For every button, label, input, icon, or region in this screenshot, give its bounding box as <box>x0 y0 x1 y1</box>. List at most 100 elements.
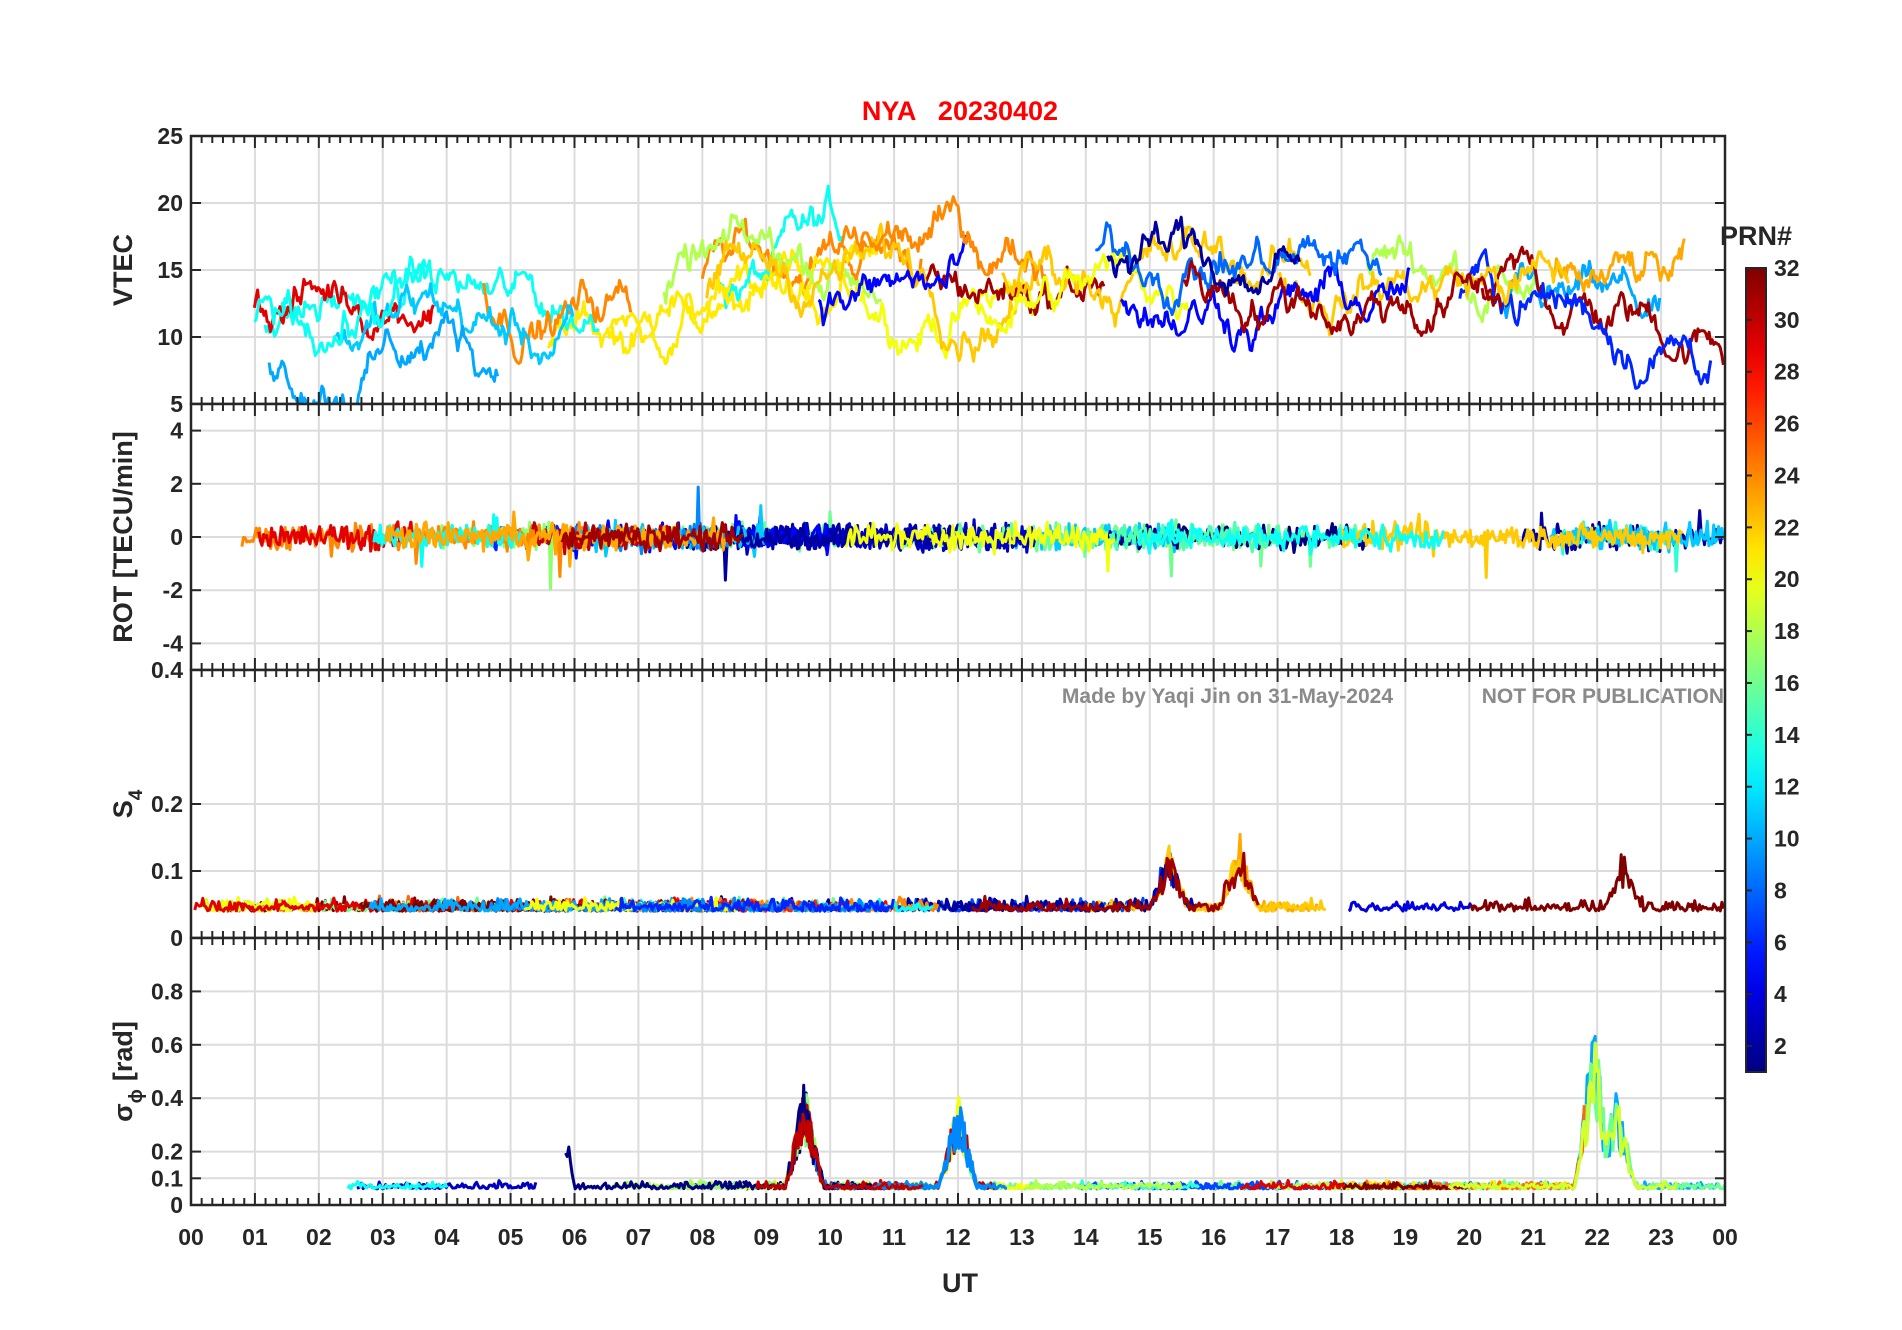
trace-prn-10 <box>267 310 500 404</box>
trace-prn-18 <box>1025 1178 1183 1191</box>
x-tick-labels: 00 01 02 03 04 05 06 07 08 09 10 11 12 13 14 15 16 17 18 19… <box>178 1224 1738 1250</box>
colorbar-tick-label: 26 <box>1774 411 1800 437</box>
traces <box>193 832 1725 913</box>
trace-prn-29 <box>1240 1178 1346 1191</box>
trace-prn-31 <box>1182 260 1503 337</box>
trace-prn-31 <box>970 851 1260 913</box>
trace-prn-13 <box>263 255 600 338</box>
x-tick-label: 01 <box>242 1224 268 1250</box>
x-tick-label: 20 <box>1457 1224 1483 1250</box>
trace-prn-20 <box>844 520 1116 573</box>
watermark-author: Made by Yaqi Jin on 31-May-2024 <box>1062 685 1393 708</box>
x-tick-label: 07 <box>626 1224 652 1250</box>
colorbar-tick-label: 30 <box>1774 307 1800 333</box>
x-tick-label: 13 <box>1009 1224 1035 1250</box>
trace-prn-8 <box>1094 221 1383 317</box>
trace-prn-13 <box>372 513 523 568</box>
trace-prn-22 <box>1339 512 1684 579</box>
x-tick-label: 16 <box>1201 1224 1227 1250</box>
trace-prn-2 <box>1106 215 1301 297</box>
y-tick-label: 0.1 <box>151 858 183 884</box>
panel-sigma_phi: 00.10.2 0.4 0.6 0.8σϕ[rad] <box>108 936 1727 1218</box>
x-tick-label: 09 <box>753 1224 779 1250</box>
x-tick-label: 12 <box>945 1224 971 1250</box>
trace-prn-18 <box>1365 234 1537 324</box>
trace-prn-13 <box>346 1179 449 1191</box>
y-tick-label: 0 <box>170 524 183 550</box>
y-tick-label: 15 <box>157 257 183 283</box>
trace-prn-9 <box>909 1106 1008 1191</box>
y-tick-label: 25 <box>157 123 183 149</box>
x-tick-label: 10 <box>817 1224 843 1250</box>
colorbar-tick-label: 6 <box>1774 929 1787 955</box>
x-tick-label: 11 <box>882 1224 907 1250</box>
y-axis-label-rot: ROT [TECU/min] <box>108 431 138 642</box>
x-tick-label: 19 <box>1393 1224 1419 1250</box>
x-tick-label: 21 <box>1520 1224 1546 1250</box>
trace-prn-20 <box>975 245 1190 335</box>
x-tick-label: 04 <box>434 1224 460 1250</box>
y-tick-label: 0.8 <box>151 978 183 1004</box>
traces <box>346 1034 1725 1191</box>
y-tick-label: 0.2 <box>151 1139 183 1165</box>
trace-prn-11 <box>334 282 575 366</box>
colorbar-gradient <box>1745 267 1767 1073</box>
trace-prn-13 <box>253 258 431 357</box>
y-tick-label: 0.1 <box>151 1165 183 1191</box>
x-tick-label: 08 <box>690 1224 716 1250</box>
panel-vtec: 10 15 20 25 VTEC <box>108 123 1727 406</box>
trace-prn-29 <box>252 277 435 341</box>
trace-prn-24 <box>839 195 1047 282</box>
colorbar-tick-label: 24 <box>1774 462 1800 488</box>
trace-prn-13 <box>718 184 845 310</box>
trace-prn-32 <box>1335 1179 1472 1191</box>
y-ticks: -4 -2 0 2 45 <box>163 391 1725 656</box>
traces <box>252 184 1725 404</box>
trace-prn-32 <box>1469 853 1725 913</box>
colorbar-tick-label: 12 <box>1774 774 1800 800</box>
trace-prn-22 <box>1277 250 1570 337</box>
trace-prn-31 <box>923 263 1106 316</box>
y-tick-label: 0.2 <box>151 791 183 817</box>
x-tick-label: 02 <box>306 1224 332 1250</box>
x-tick-label: 15 <box>1137 1224 1163 1250</box>
chart-title: NYA 20230402 <box>862 96 1058 126</box>
colorbar-tick-label: 14 <box>1774 722 1800 748</box>
x-tick-label: 00 <box>1712 1224 1738 1250</box>
y-tick-label: 0 <box>170 1192 183 1218</box>
trace-prn-30 <box>755 1112 924 1191</box>
trace-prn-18 <box>662 213 883 305</box>
colorbar-title: PRN# <box>1720 221 1792 251</box>
trace-prn-22 <box>705 222 1041 363</box>
trace-prn-6 <box>1458 248 1713 390</box>
trace-prn-6 <box>614 895 895 913</box>
colorbar-tick-label: 2 <box>1774 1033 1787 1059</box>
colorbar-tick-label: 22 <box>1774 514 1800 540</box>
x-tick-label: 17 <box>1265 1224 1291 1250</box>
trace-prn-19 <box>1448 1041 1679 1191</box>
y-tick-label: 2 <box>170 471 183 497</box>
colorbar-tick-label: 16 <box>1774 670 1800 696</box>
colorbar-tick-label: 18 <box>1774 618 1800 644</box>
watermark-notice: NOT FOR PUBLICATION <box>1482 685 1724 708</box>
colorbar-tick-label: 32 <box>1774 255 1800 281</box>
colorbar-tick-label: 20 <box>1774 566 1800 592</box>
trace-prn-5 <box>817 235 969 327</box>
colorbar-tick-label: 10 <box>1774 826 1800 852</box>
panel-rot: -4 -2 0 2 45 ROT [TECU/min] <box>108 391 1727 672</box>
y-axis-label-vtec: VTEC <box>108 234 138 306</box>
y-tick-label: 4 <box>170 418 183 444</box>
trace-prn-21 <box>547 233 881 366</box>
trace-prn-13 <box>1136 518 1445 556</box>
x-tick-label: 03 <box>370 1224 396 1250</box>
y-tick-label: 0.6 <box>151 1032 183 1058</box>
x-axis-label: UT <box>942 1268 978 1298</box>
colorbar-tick-label: 28 <box>1774 359 1800 385</box>
y-tick-label: -2 <box>163 577 183 603</box>
y-axis-label-sigma_phi: σϕ[rad] <box>108 1021 147 1122</box>
panel-s4: 0 0.1 0.2 0.4 S4 <box>108 657 1727 951</box>
gridlines <box>191 670 1725 938</box>
x-ticks <box>190 136 1726 404</box>
